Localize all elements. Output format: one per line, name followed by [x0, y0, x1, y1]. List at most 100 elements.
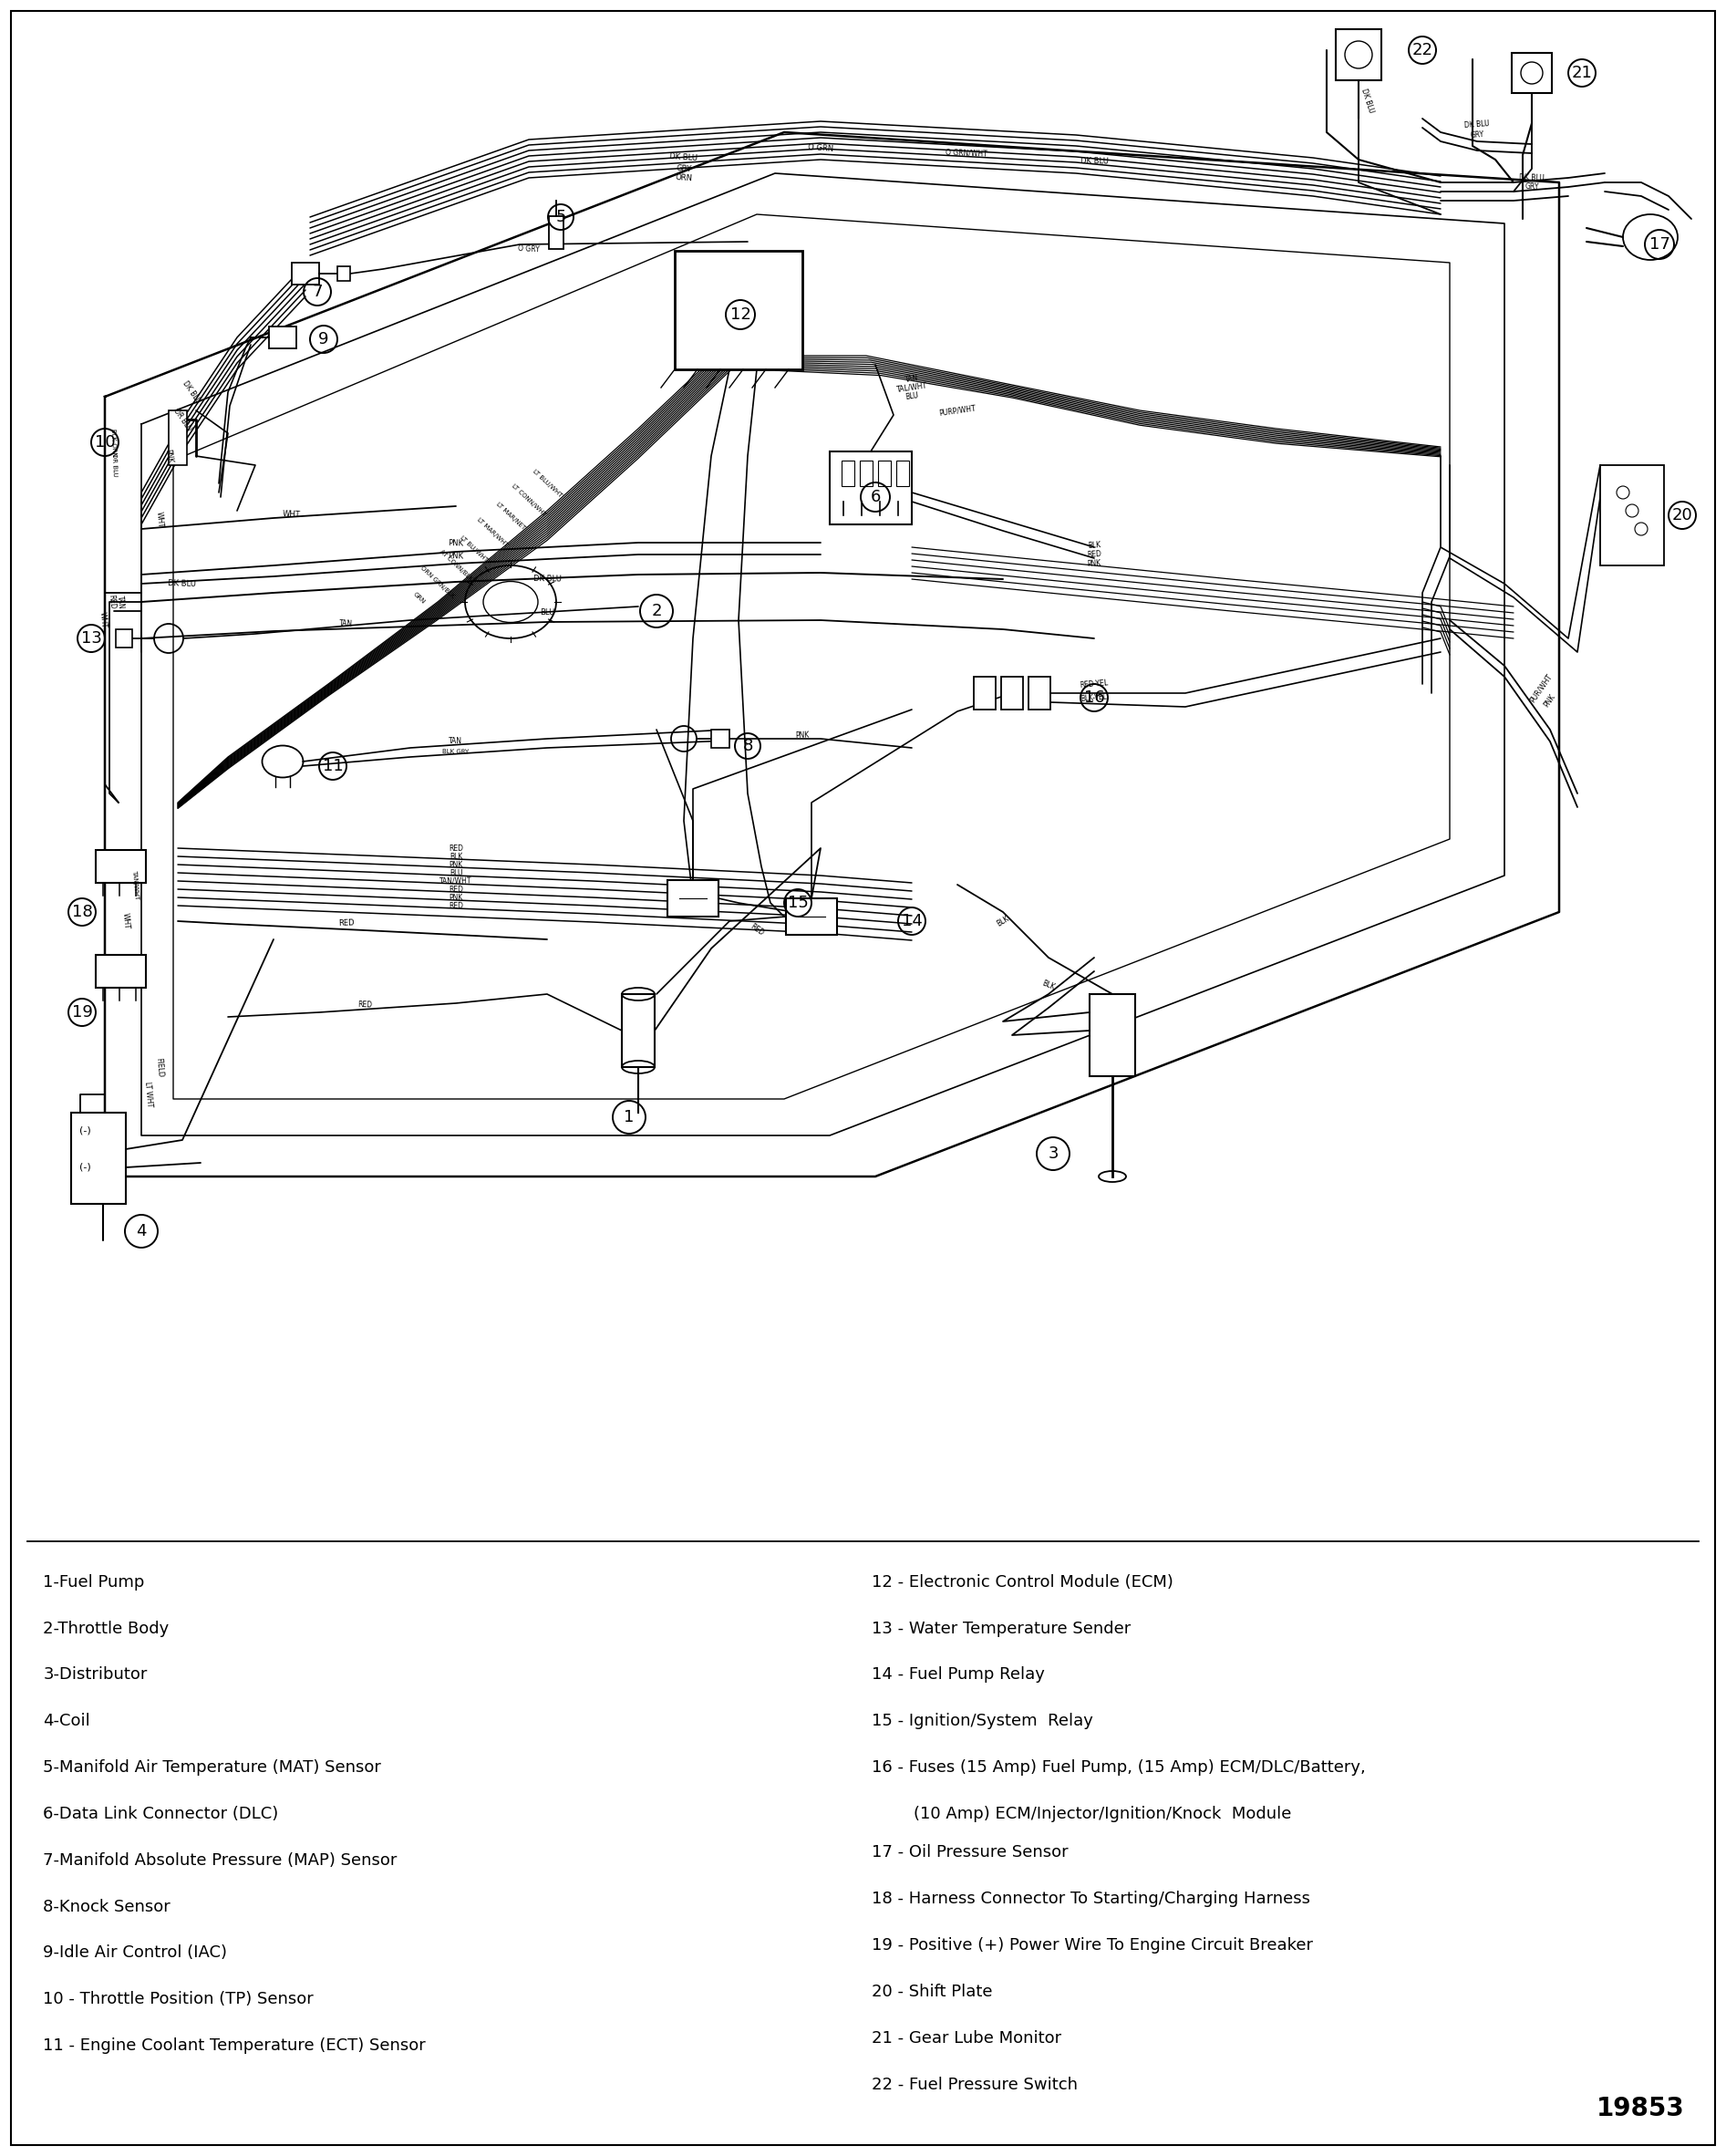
Text: PNK: PNK: [1087, 558, 1101, 569]
Bar: [1600, 466, 1664, 565]
Text: 1-Fuel Pump: 1-Fuel Pump: [43, 1574, 145, 1591]
Text: PNK: PNK: [449, 552, 464, 561]
Text: 21: 21: [1571, 65, 1593, 82]
Bar: [842, 461, 854, 485]
Text: OR BLU: OR BLU: [171, 407, 193, 433]
Text: 3: 3: [1048, 1145, 1058, 1162]
Bar: [1001, 677, 1024, 709]
Bar: [95, 849, 147, 882]
Text: BLK GRY: BLK GRY: [442, 748, 469, 755]
Text: 12: 12: [730, 306, 751, 323]
Text: TAL/WHT: TAL/WHT: [896, 382, 927, 395]
Text: (-): (-): [79, 1125, 90, 1136]
Text: RED: RED: [338, 918, 354, 927]
Text: 19: 19: [72, 1005, 93, 1020]
Text: 22 - Fuel Pressure Switch: 22 - Fuel Pressure Switch: [872, 2076, 1077, 2093]
Bar: [1336, 30, 1381, 80]
Text: 16 - Fuses (15 Amp) Fuel Pump, (15 Amp) ECM/DLC/Battery,: 16 - Fuses (15 Amp) Fuel Pump, (15 Amp) …: [872, 1759, 1365, 1777]
Bar: [711, 729, 730, 748]
Text: LT CONN/WHT: LT CONN/WHT: [511, 483, 547, 517]
Text: PNK: PNK: [164, 448, 174, 464]
Text: TAN: TAN: [340, 619, 354, 627]
Text: BLU: BLU: [449, 869, 463, 877]
Text: BLK: BLK: [1087, 541, 1101, 550]
Text: PNK: PNK: [796, 731, 809, 740]
Text: DK BLU: DK BLU: [670, 153, 697, 164]
Text: RED: RED: [107, 595, 116, 610]
Text: RED: RED: [749, 923, 765, 938]
Bar: [675, 250, 803, 369]
Bar: [549, 216, 563, 248]
Text: 12 - Electronic Control Module (ECM): 12 - Electronic Control Module (ECM): [872, 1574, 1174, 1591]
Bar: [785, 899, 837, 936]
Text: DK BLU: DK BLU: [1080, 157, 1108, 166]
Text: 8-Knock Sensor: 8-Knock Sensor: [43, 1897, 171, 1915]
Text: O GRN/WHT: O GRN/WHT: [946, 149, 987, 157]
Bar: [292, 263, 319, 285]
Text: 13: 13: [81, 630, 102, 647]
Text: BLU: BLU: [540, 608, 554, 617]
Text: BLU: BLU: [904, 392, 918, 401]
Text: 14: 14: [901, 912, 922, 929]
Text: 4-Coil: 4-Coil: [43, 1712, 90, 1729]
Text: 7-Manifold Absolute Pressure (MAP) Sensor: 7-Manifold Absolute Pressure (MAP) Senso…: [43, 1852, 397, 1869]
Text: LT MAR/NET: LT MAR/NET: [495, 502, 526, 530]
Bar: [860, 461, 873, 485]
Bar: [830, 451, 911, 524]
Bar: [668, 880, 718, 916]
Text: AT CONN/BLK: AT CONN/BLK: [438, 550, 473, 582]
Text: RED: RED: [449, 901, 463, 910]
Text: 13 - Water Temperature Sender: 13 - Water Temperature Sender: [872, 1621, 1131, 1636]
Text: O GRY: O GRY: [518, 244, 540, 254]
Text: RED: RED: [449, 843, 463, 852]
Text: WHT: WHT: [155, 511, 164, 528]
Text: 11 - Engine Coolant Temperature (ECT) Sensor: 11 - Engine Coolant Temperature (ECT) Se…: [43, 2037, 426, 2055]
Text: 20 - Shift Plate: 20 - Shift Plate: [872, 1984, 992, 2001]
Text: 3-Distributor: 3-Distributor: [43, 1667, 147, 1684]
Text: 19853: 19853: [1597, 2096, 1685, 2122]
Text: ORN: ORN: [675, 172, 692, 183]
Text: RED: RED: [357, 1000, 373, 1009]
Text: DK BLU: DK BLU: [1464, 121, 1490, 129]
Text: WHT: WHT: [283, 509, 300, 520]
Bar: [169, 410, 186, 466]
Text: LT BLUWHT: LT BLUWHT: [459, 535, 488, 563]
Text: GRY: GRY: [677, 164, 692, 172]
Text: 9: 9: [318, 332, 330, 347]
Text: 5: 5: [556, 209, 566, 224]
Text: 16: 16: [1084, 690, 1105, 705]
Bar: [896, 461, 910, 485]
Text: LT WHT: LT WHT: [143, 1082, 154, 1108]
Text: 17 - Oil Pressure Sensor: 17 - Oil Pressure Sensor: [872, 1846, 1068, 1861]
Text: WHT: WHT: [98, 612, 107, 630]
Text: O GRN: O GRN: [808, 142, 834, 153]
Text: TAN/WHT: TAN/WHT: [131, 869, 140, 899]
Text: GRY: GRY: [1471, 129, 1484, 140]
Text: 2: 2: [651, 604, 661, 619]
Text: LT BLU/WHT: LT BLU/WHT: [532, 468, 563, 498]
Bar: [621, 994, 654, 1067]
Text: 6: 6: [870, 489, 880, 505]
Text: 4: 4: [136, 1222, 147, 1240]
Text: 22: 22: [1412, 41, 1433, 58]
Text: DK BLU: DK BLU: [533, 576, 561, 584]
Text: PUR/WHT: PUR/WHT: [1528, 673, 1553, 705]
Text: BLK ORN: BLK ORN: [110, 429, 117, 457]
Bar: [879, 461, 891, 485]
Text: OR BLU: OR BLU: [110, 453, 117, 476]
Text: 10 - Throttle Position (TP) Sensor: 10 - Throttle Position (TP) Sensor: [43, 1992, 314, 2007]
Text: 21 - Gear Lube Monitor: 21 - Gear Lube Monitor: [872, 2031, 1061, 2046]
Text: 6-Data Link Connector (DLC): 6-Data Link Connector (DLC): [43, 1805, 278, 1822]
Text: 17: 17: [1648, 237, 1669, 252]
Bar: [95, 955, 147, 987]
Text: TAN: TAN: [449, 737, 463, 746]
Text: 18 - Harness Connector To Starting/Charging Harness: 18 - Harness Connector To Starting/Charg…: [872, 1891, 1310, 1908]
Text: 9-Idle Air Control (IAC): 9-Idle Air Control (IAC): [43, 1945, 228, 1962]
Bar: [1029, 677, 1051, 709]
Text: DK BLU: DK BLU: [181, 379, 202, 405]
Text: RED: RED: [1087, 550, 1101, 558]
Text: DK BLU: DK BLU: [1360, 86, 1376, 114]
Text: BLK: BLK: [996, 914, 1011, 927]
Text: BLK-YEL: BLK-YEL: [1080, 692, 1108, 703]
Text: PURP/WHT: PURP/WHT: [939, 403, 977, 416]
